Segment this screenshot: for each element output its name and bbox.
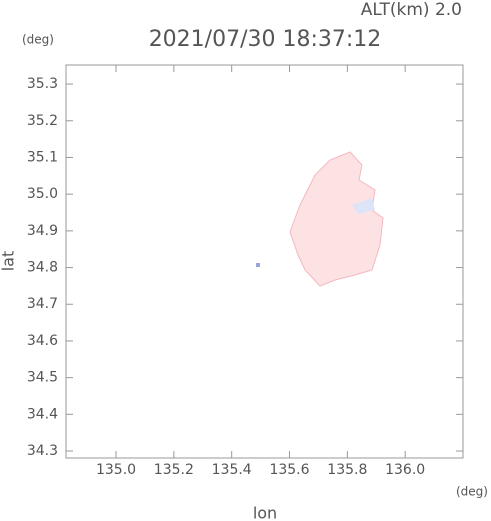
x-tick-label: 135.0: [96, 462, 136, 478]
y-axis-label: lat: [0, 251, 18, 272]
chart-title: 2021/07/30 18:37:12: [149, 27, 382, 52]
x-unit: (deg): [456, 485, 488, 499]
x-axis-label: lon: [253, 504, 277, 521]
plot-frame: [65, 64, 464, 459]
x-tick-label: 135.4: [212, 462, 252, 478]
y-tick-label: 34.6: [27, 333, 58, 349]
x-tick-label: 135.2: [154, 462, 194, 478]
y-unit: (deg): [22, 33, 54, 47]
y-tick-label: 34.7: [27, 296, 58, 312]
y-tick-label: 34.4: [27, 406, 58, 422]
y-tick-label: 35.2: [27, 113, 58, 129]
y-tick-label: 34.3: [27, 443, 58, 459]
y-tick-label: 34.9: [27, 223, 58, 239]
y-tick-label: 34.5: [27, 370, 58, 386]
echo-area: [256, 151, 384, 287]
x-tick-label: 136.0: [385, 462, 425, 478]
y-tick-label: 35.0: [27, 186, 58, 202]
echo-region: [289, 151, 384, 287]
echo-region-low: [352, 198, 375, 214]
y-tick-label: 35.1: [27, 149, 58, 165]
echo-speck: [256, 263, 260, 267]
y-tick-label: 34.8: [27, 260, 58, 276]
x-tick-label: 135.8: [327, 462, 367, 478]
x-tick-label: 135.6: [269, 462, 309, 478]
chart-subtitle: ALT(km) 2.0: [361, 0, 462, 20]
y-tick-label: 35.3: [27, 76, 58, 92]
